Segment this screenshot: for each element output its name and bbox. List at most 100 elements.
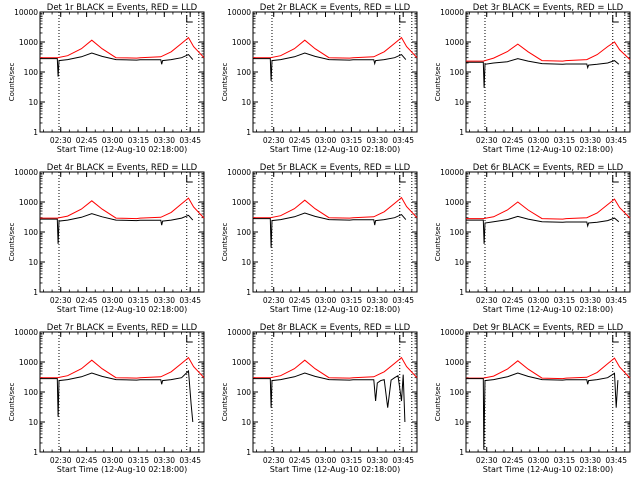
y-tick-label: 10000: [440, 8, 464, 17]
panel-det-3: Det 3r BLACK = Events, RED = LLD 1 10 100 10…: [434, 3, 631, 154]
y-tick-label: 1000: [232, 38, 251, 47]
panel-title: Det 3r BLACK = Events, RED = LLD: [473, 3, 624, 13]
time-bracket-marker: [612, 335, 619, 343]
x-axis-label: Start Time (12-Aug-10 02:18:00): [270, 145, 401, 154]
x-tick-label: 02:30: [50, 296, 72, 305]
y-tick-label: 10000: [227, 8, 251, 17]
y-tick-label: 1: [246, 128, 251, 137]
x-tick-label: 02:45: [76, 136, 98, 145]
y-axis-label: Counts/sec: [221, 63, 229, 102]
lld-series-line: [40, 356, 205, 379]
x-tick-label: 03:30: [153, 296, 175, 305]
events-series-line: [466, 215, 620, 244]
x-tick-label: 03:45: [179, 136, 201, 145]
x-tick-label: 02:45: [289, 456, 311, 465]
lld-series-line: [253, 356, 418, 379]
y-tick-label: 10: [454, 258, 464, 267]
events-series-line: [253, 52, 407, 82]
y-tick-label: 1: [33, 128, 38, 137]
x-axis-label: Start Time (12-Aug-10 02:18:00): [483, 145, 614, 154]
y-tick-label: 1: [246, 448, 251, 457]
panel-det-9: Det 9r BLACK = Events, RED = LLD 1 10 100 10…: [434, 323, 631, 474]
x-tick-label: 03:45: [392, 136, 414, 145]
lld-series-line: [466, 357, 631, 380]
panel-det-6: Det 6r BLACK = Events, RED = LLD 1 10 100 10…: [434, 163, 631, 314]
y-tick-label: 10000: [440, 328, 464, 337]
x-tick-label: 02:45: [502, 296, 524, 305]
x-tick-label: 02:45: [76, 296, 98, 305]
x-tick-label: 02:45: [502, 456, 524, 465]
y-tick-label: 10: [241, 258, 251, 267]
y-tick-label: 1000: [19, 358, 38, 367]
panel-det-1: Det 1r BLACK = Events, RED = LLD 1 10 100 10…: [8, 3, 205, 154]
events-series-line: [253, 372, 406, 423]
x-tick-label: 03:30: [579, 456, 601, 465]
time-bracket-marker: [612, 175, 619, 183]
x-tick-label: 02:30: [476, 296, 498, 305]
x-axis-label: Start Time (12-Aug-10 02:18:00): [57, 305, 188, 314]
x-tick-label: 03:45: [179, 296, 201, 305]
y-tick-label: 100: [24, 68, 39, 77]
panel-det-8: Det 8r BLACK = Events, RED = LLD 1 10 100 10…: [221, 323, 418, 474]
x-tick-label: 03:00: [528, 456, 550, 465]
events-series-line: [40, 52, 194, 77]
events-series-line: [40, 213, 194, 244]
y-tick-label: 1000: [19, 198, 38, 207]
y-tick-label: 10000: [14, 328, 38, 337]
y-tick-label: 100: [450, 68, 465, 77]
x-tick-label: 03:45: [392, 456, 414, 465]
plot-frame: [39, 11, 205, 133]
time-bracket-marker: [399, 335, 406, 343]
y-tick-label: 1000: [232, 198, 251, 207]
y-tick-label: 100: [237, 68, 252, 77]
x-tick-label: 03:30: [153, 136, 175, 145]
x-tick-label: 03:15: [341, 456, 363, 465]
x-tick-label: 03:00: [315, 296, 337, 305]
y-axis-label: Counts/sec: [8, 223, 16, 262]
y-tick-label: 1: [33, 288, 38, 297]
x-tick-label: 03:00: [315, 136, 337, 145]
y-tick-label: 1000: [445, 358, 464, 367]
plot-frame: [252, 171, 418, 293]
y-tick-label: 10000: [440, 168, 464, 177]
x-axis-label: Start Time (12-Aug-10 02:18:00): [57, 465, 188, 474]
panel-det-5: Det 5r BLACK = Events, RED = LLD 1 10 100 10…: [221, 163, 418, 314]
x-tick-label: 03:00: [528, 296, 550, 305]
x-tick-label: 02:45: [76, 456, 98, 465]
y-tick-label: 1000: [19, 38, 38, 47]
x-tick-label: 02:30: [50, 456, 72, 465]
plot-frame: [39, 331, 205, 453]
x-tick-label: 02:30: [476, 456, 498, 465]
x-tick-label: 02:30: [50, 136, 72, 145]
x-tick-label: 03:30: [579, 136, 601, 145]
y-tick-label: 10: [241, 418, 251, 427]
plot-frame: [252, 331, 418, 453]
y-axis-label: Counts/sec: [434, 223, 442, 262]
panel-title: Det 7r BLACK = Events, RED = LLD: [47, 323, 198, 333]
x-tick-label: 03:45: [179, 456, 201, 465]
x-tick-label: 02:30: [263, 296, 285, 305]
time-bracket-marker: [399, 175, 406, 183]
panel-title: Det 1r BLACK = Events, RED = LLD: [47, 3, 198, 13]
events-series-line: [466, 372, 619, 450]
y-axis-label: Counts/sec: [221, 223, 229, 262]
events-series-line: [466, 58, 620, 88]
time-bracket-marker: [186, 175, 193, 183]
x-tick-label: 02:30: [263, 456, 285, 465]
y-tick-label: 10: [28, 98, 38, 107]
x-tick-label: 03:15: [128, 136, 150, 145]
x-tick-label: 03:00: [102, 296, 124, 305]
x-tick-label: 03:45: [392, 296, 414, 305]
x-tick-label: 03:15: [554, 296, 576, 305]
x-tick-label: 02:30: [263, 136, 285, 145]
plot-frame: [465, 331, 631, 453]
panel-det-2: Det 2r BLACK = Events, RED = LLD 1 10 100 10…: [221, 3, 418, 154]
plot-frame: [465, 171, 631, 293]
y-tick-label: 1000: [445, 38, 464, 47]
y-tick-label: 100: [450, 228, 465, 237]
x-tick-label: 03:30: [366, 296, 388, 305]
y-tick-label: 1: [246, 288, 251, 297]
x-tick-label: 02:45: [289, 296, 311, 305]
lld-series-line: [253, 36, 418, 59]
